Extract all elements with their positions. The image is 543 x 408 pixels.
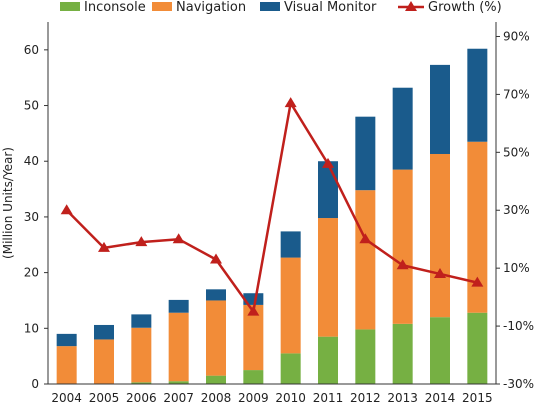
legend-swatch-0 [60, 2, 80, 11]
legend-marker-growth [405, 1, 417, 11]
bar-2010-series-2 [280, 231, 301, 258]
bar-2007-series-2 [168, 299, 189, 313]
bar-2011-series-2 [318, 161, 338, 219]
bar-2009-series-1 [243, 304, 264, 371]
growth-point-2013 [396, 259, 409, 270]
growth-point-2004 [60, 204, 73, 215]
bar-2013-series-2 [392, 87, 413, 170]
growth-point-2006 [135, 236, 148, 247]
growth-point-2009 [247, 305, 260, 316]
growth-point-2015 [471, 276, 484, 287]
legend-label-2: Visual Monitor [284, 0, 377, 15]
bar-2014-series-1 [430, 153, 450, 318]
x-tick-label-2: 2006 [126, 391, 157, 405]
legend-label-0: Inconsole [84, 0, 146, 15]
bar-2015-series-0 [467, 312, 488, 384]
x-tick-label-11: 2015 [462, 391, 493, 405]
legend-swatch-1 [152, 2, 172, 11]
growth-point-2012 [359, 233, 372, 244]
bar-2006-series-0 [131, 382, 152, 384]
bar-2009-series-0 [243, 370, 264, 384]
y-tick-label-1: 10 [24, 321, 39, 335]
bar-2015-series-1 [467, 141, 488, 313]
growth-line [65, 101, 478, 313]
bar-2004-series-1 [56, 346, 77, 384]
y-right-tick-label-2: 10% [503, 261, 530, 275]
bar-2008-series-2 [206, 289, 226, 301]
bar-2004-series-2 [56, 333, 77, 347]
growth-point-2010 [284, 97, 297, 108]
y-axis-label: (Million Units/Year) [1, 147, 15, 259]
y-right-tick-label-1: -10% [503, 319, 534, 333]
growth-point-2008 [210, 253, 222, 264]
bar-2013-series-0 [392, 323, 413, 384]
bar-2006-series-2 [131, 314, 152, 328]
y-right-tick-label-5: 70% [503, 87, 530, 101]
x-tick-label-5: 2009 [238, 391, 269, 405]
bar-2005-series-1 [94, 339, 114, 384]
bar-2012-series-2 [355, 116, 376, 191]
bar-2009-series-2 [243, 293, 264, 305]
bar-2012-series-0 [355, 329, 376, 384]
bar-2013-series-1 [392, 169, 413, 324]
x-tick-label-3: 2007 [163, 391, 194, 405]
y-right-tick-label-6: 90% [503, 29, 530, 43]
y-tick-label-0: 0 [31, 377, 39, 391]
bar-2012-series-1 [355, 190, 376, 330]
bar-2011-series-0 [318, 336, 338, 384]
bar-2010-series-1 [280, 257, 301, 354]
growth-point-2007 [172, 233, 185, 244]
y-tick-label-2: 20 [24, 266, 39, 280]
x-tick-label-9: 2013 [387, 391, 418, 405]
bar-2007-series-1 [168, 312, 189, 382]
bar-2008-series-0 [206, 375, 226, 384]
bar-2014-series-0 [430, 317, 450, 384]
legend-label-1: Navigation [176, 0, 246, 15]
growth-point-2014 [434, 267, 446, 278]
x-tick-label-8: 2012 [350, 391, 381, 405]
x-tick-label-0: 2004 [51, 391, 82, 405]
growth-point-2011 [322, 157, 334, 168]
bar-2014-series-2 [430, 64, 450, 154]
y-right-tick-label-4: 50% [503, 145, 530, 159]
y-right-tick-label-0: -30% [503, 377, 534, 391]
bar-2011-series-1 [318, 218, 338, 337]
bar-2006-series-1 [131, 327, 152, 383]
x-tick-label-7: 2011 [313, 391, 344, 405]
y-tick-label-6: 60 [24, 43, 39, 57]
bar-2010-series-0 [280, 353, 301, 384]
y-tick-label-5: 50 [24, 99, 39, 113]
bar-2007-series-0 [168, 381, 189, 384]
x-tick-label-1: 2005 [89, 391, 120, 405]
y-tick-label-3: 30 [24, 210, 39, 224]
bar-2005-series-2 [94, 324, 114, 340]
growth-point-2005 [98, 241, 110, 252]
bar-2015-series-2 [467, 48, 488, 142]
legend-label-growth: Growth (%) [428, 0, 502, 15]
x-tick-label-6: 2010 [275, 391, 306, 405]
x-tick-label-4: 2008 [201, 391, 232, 405]
y-right-tick-label-3: 30% [503, 203, 530, 217]
x-tick-label-10: 2014 [425, 391, 456, 405]
legend-swatch-2 [260, 2, 280, 11]
bar-2008-series-1 [206, 300, 226, 376]
y-tick-label-4: 40 [24, 154, 39, 168]
